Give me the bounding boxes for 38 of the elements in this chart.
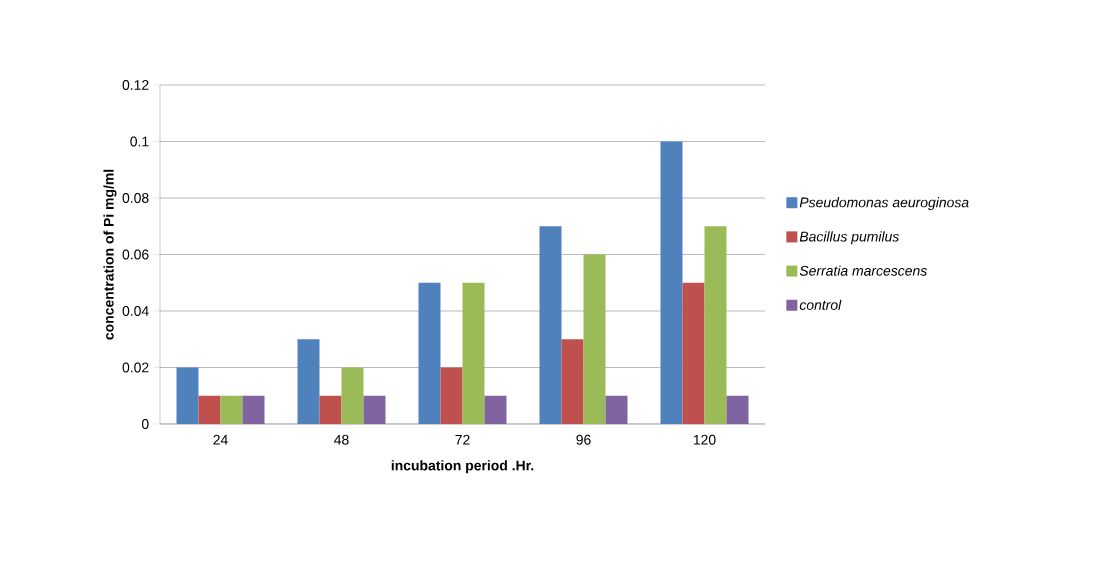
bar <box>704 226 727 424</box>
bar <box>605 395 628 424</box>
bar <box>198 395 221 424</box>
bar <box>462 282 485 424</box>
y-tick-label: 0 <box>141 419 149 429</box>
bar <box>539 226 562 424</box>
y-tick-label: 0.12 <box>122 80 149 90</box>
y-tick-label: 0.04 <box>122 306 149 316</box>
x-tick-label: 72 <box>455 434 470 445</box>
x-tick-label: 96 <box>576 434 591 445</box>
y-axis-title: concentration of Pi mg/ml <box>103 169 117 340</box>
y-tick-label: 0.1 <box>130 136 149 147</box>
bar <box>726 395 749 424</box>
bar <box>418 282 441 424</box>
bar <box>484 395 507 424</box>
x-tick-label: 120 <box>693 434 716 445</box>
bar <box>220 395 243 424</box>
bar <box>660 141 683 424</box>
x-axis-title: incubation period .Hr. <box>391 460 534 474</box>
legend-label: Serratia marcescens <box>799 265 927 276</box>
bar <box>297 339 320 424</box>
legend-label: Bacillus pumilus <box>799 231 900 245</box>
bar <box>440 367 463 424</box>
y-tick-label: 0.08 <box>122 193 149 203</box>
y-tick-label: 0.02 <box>122 362 149 373</box>
legend-label: Pseudomonas aeuroginosa <box>799 197 969 211</box>
bar <box>682 282 705 424</box>
x-tick-label: 48 <box>334 434 349 445</box>
bar <box>561 339 584 424</box>
bar <box>583 254 606 424</box>
legend-label: control <box>799 299 842 310</box>
bar <box>341 367 364 424</box>
bar <box>242 395 265 424</box>
bar <box>319 395 342 424</box>
bar <box>363 395 386 424</box>
x-tick-label: 24 <box>213 434 228 445</box>
y-tick-label: 0.06 <box>122 249 149 260</box>
bar <box>176 367 199 424</box>
